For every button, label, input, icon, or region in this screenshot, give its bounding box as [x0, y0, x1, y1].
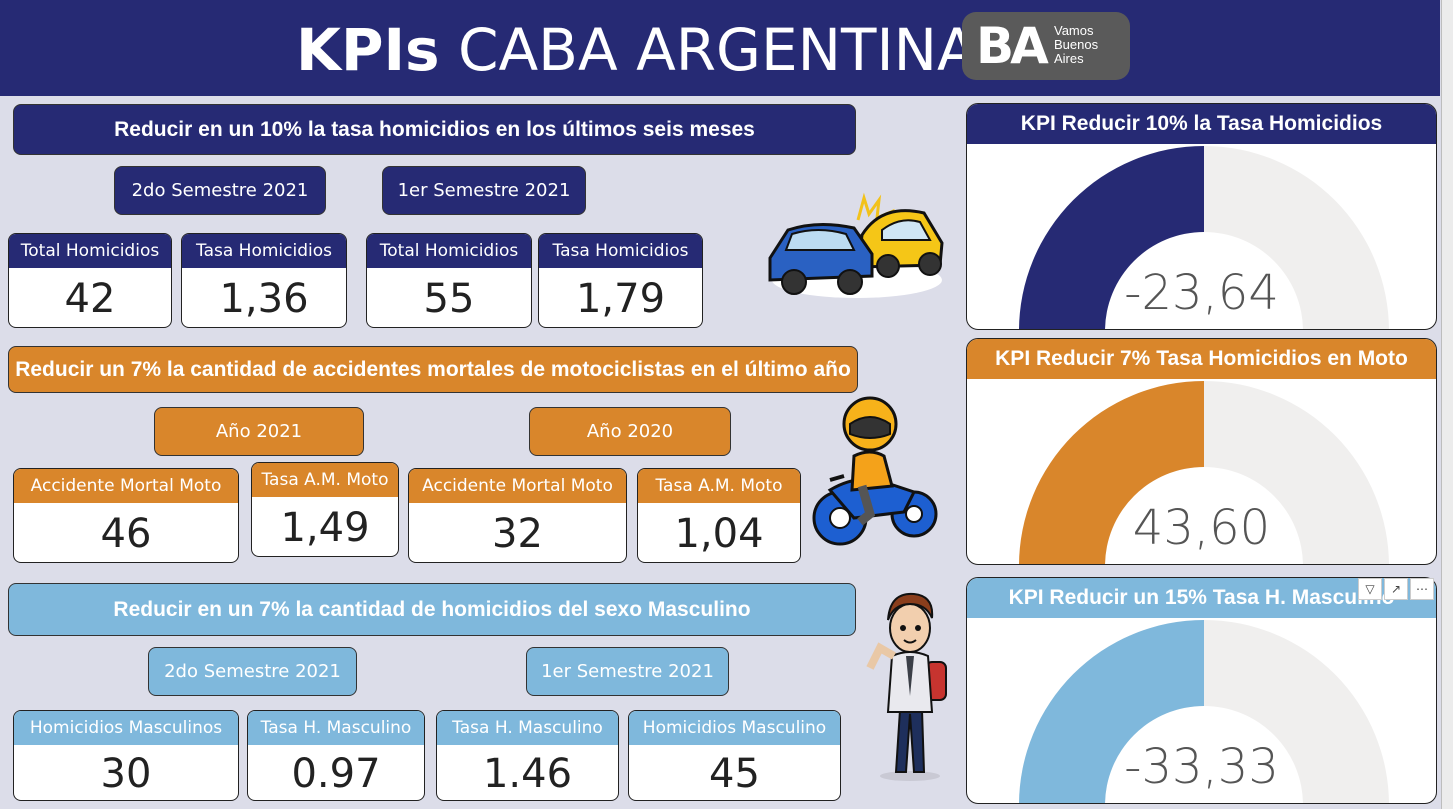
- kpi-card: Accidente Mortal Moto 32: [408, 468, 627, 563]
- kpi-gauge-homicidios[interactable]: KPI Reducir 10% la Tasa Homicidios -23,6…: [966, 103, 1437, 330]
- kpi-card-value: 1.46: [482, 750, 573, 797]
- kpi-card-label: Tasa Homicidios: [539, 234, 702, 268]
- kpi-card-label: Homicidios Masculino: [629, 711, 840, 745]
- kpi-card-label: Total Homicidios: [367, 234, 531, 268]
- visual-header-toolbar: ▽ ↗ ⋯: [1358, 578, 1440, 600]
- logo-tag-line: Vamos: [1054, 23, 1094, 38]
- kpi-card-label: Accidente Mortal Moto: [14, 469, 238, 503]
- kpi-card-value: 42: [64, 275, 116, 322]
- section2-banner: Reducir un 7% la cantidad de accidentes …: [8, 346, 858, 393]
- gauge-fill-arc: [1019, 381, 1204, 564]
- kpi-card-value: 0.97: [291, 750, 381, 797]
- gauge-arc: [1019, 381, 1389, 564]
- kpi-gauge-masculino[interactable]: KPI Reducir un 15% Tasa H. Masculino -33…: [966, 577, 1437, 804]
- kpi-card: Tasa Homicidios 1,79: [538, 233, 703, 328]
- kpi-card-value: 1,04: [674, 510, 764, 557]
- gauge-value: 43,60: [1132, 500, 1271, 556]
- kpi-card-label: Tasa Homicidios: [182, 234, 346, 268]
- kpi-card: Tasa A.M. Moto 1,49: [251, 462, 399, 557]
- kpi-card-label: Accidente Mortal Moto: [409, 469, 626, 503]
- kpi-card-label: Homicidios Masculinos: [14, 711, 238, 745]
- motorcyclist-icon: [812, 396, 938, 546]
- gauge-title: KPI Reducir 7% Tasa Homicidios en Moto: [967, 339, 1436, 379]
- kpi-card-label: Tasa A.M. Moto: [252, 463, 398, 497]
- gauge-fill-arc: [1019, 620, 1204, 803]
- kpi-card: Accidente Mortal Moto 46: [13, 468, 239, 563]
- kpi-card-label: Tasa A.M. Moto: [638, 469, 800, 503]
- kpi-card-label: Tasa H. Masculino: [248, 711, 424, 745]
- kpi-card-value: 55: [423, 275, 475, 322]
- kpi-card-value: 32: [492, 510, 543, 557]
- more-options-icon[interactable]: ⋯: [1410, 578, 1434, 600]
- gauge-value: -33,33: [1124, 739, 1279, 795]
- page-title: KPIs CABA ARGENTINA: [296, 14, 977, 86]
- gauge-value: -23,64: [1124, 265, 1279, 321]
- kpi-card-label: Tasa H. Masculino: [437, 711, 618, 745]
- title-bold: KPIs: [296, 16, 440, 84]
- kpi-card: Tasa H. Masculino 0.97: [247, 710, 425, 801]
- gauge-title: KPI Reducir 10% la Tasa Homicidios: [967, 104, 1436, 144]
- section2-period-a: Año 2021: [154, 407, 364, 456]
- kpi-card: Total Homicidios 55: [366, 233, 532, 328]
- kpi-card: Total Homicidios 42: [8, 233, 172, 328]
- section1-period-b: 1er Semestre 2021: [382, 166, 586, 215]
- kpi-card-label: Total Homicidios: [9, 234, 171, 268]
- man-with-backpack-icon: [866, 592, 947, 781]
- car-crash-icon: [768, 192, 944, 298]
- title-rest: CABA ARGENTINA: [458, 16, 977, 84]
- section2-period-b: Año 2020: [529, 407, 731, 456]
- kpi-card-value: 1,36: [219, 275, 309, 322]
- section3-banner: Reducir en un 7% la cantidad de homicidi…: [8, 583, 856, 636]
- kpi-card-value: 45: [709, 750, 760, 797]
- logo-tag-line: Aires: [1054, 51, 1084, 66]
- filter-icon[interactable]: ▽: [1358, 578, 1382, 600]
- gauge-title: KPI Reducir un 15% Tasa H. Masculino: [967, 578, 1436, 618]
- kpi-card: Homicidios Masculino 45: [628, 710, 841, 801]
- header-bar: KPIs CABA ARGENTINA BA Vamos Buenos Aire…: [0, 0, 1440, 96]
- ba-logo-mark: BA: [976, 17, 1049, 75]
- kpi-card-value: 46: [100, 510, 152, 557]
- kpi-card-value: 1,49: [280, 504, 370, 551]
- kpi-card: Tasa A.M. Moto 1,04: [637, 468, 801, 563]
- kpi-card: Tasa H. Masculino 1.46: [436, 710, 619, 801]
- focus-mode-icon[interactable]: ↗: [1384, 578, 1408, 600]
- vertical-scrollbar[interactable]: [1441, 0, 1453, 809]
- gauge-arc: [1019, 146, 1389, 329]
- kpi-card: Homicidios Masculinos 30: [13, 710, 239, 801]
- section3-period-b: 1er Semestre 2021: [526, 647, 729, 696]
- section3-period-a: 2do Semestre 2021: [148, 647, 357, 696]
- section1-period-a: 2do Semestre 2021: [114, 166, 326, 215]
- gauge-arc: [1019, 620, 1389, 803]
- ba-logo-tagline: Vamos Buenos Aires: [1054, 24, 1098, 66]
- kpi-card-value: 1,79: [575, 275, 666, 322]
- section1-banner: Reducir en un 10% la tasa homicidios en …: [13, 104, 856, 155]
- kpi-card-value: 30: [100, 750, 152, 797]
- kpi-card: Tasa Homicidios 1,36: [181, 233, 347, 328]
- logo-tag-line: Buenos: [1054, 37, 1099, 52]
- gauge-fill-arc: [1019, 146, 1204, 329]
- ba-logo: BA Vamos Buenos Aires: [962, 12, 1130, 80]
- kpi-gauge-moto[interactable]: KPI Reducir 7% Tasa Homicidios en Moto 4…: [966, 338, 1437, 565]
